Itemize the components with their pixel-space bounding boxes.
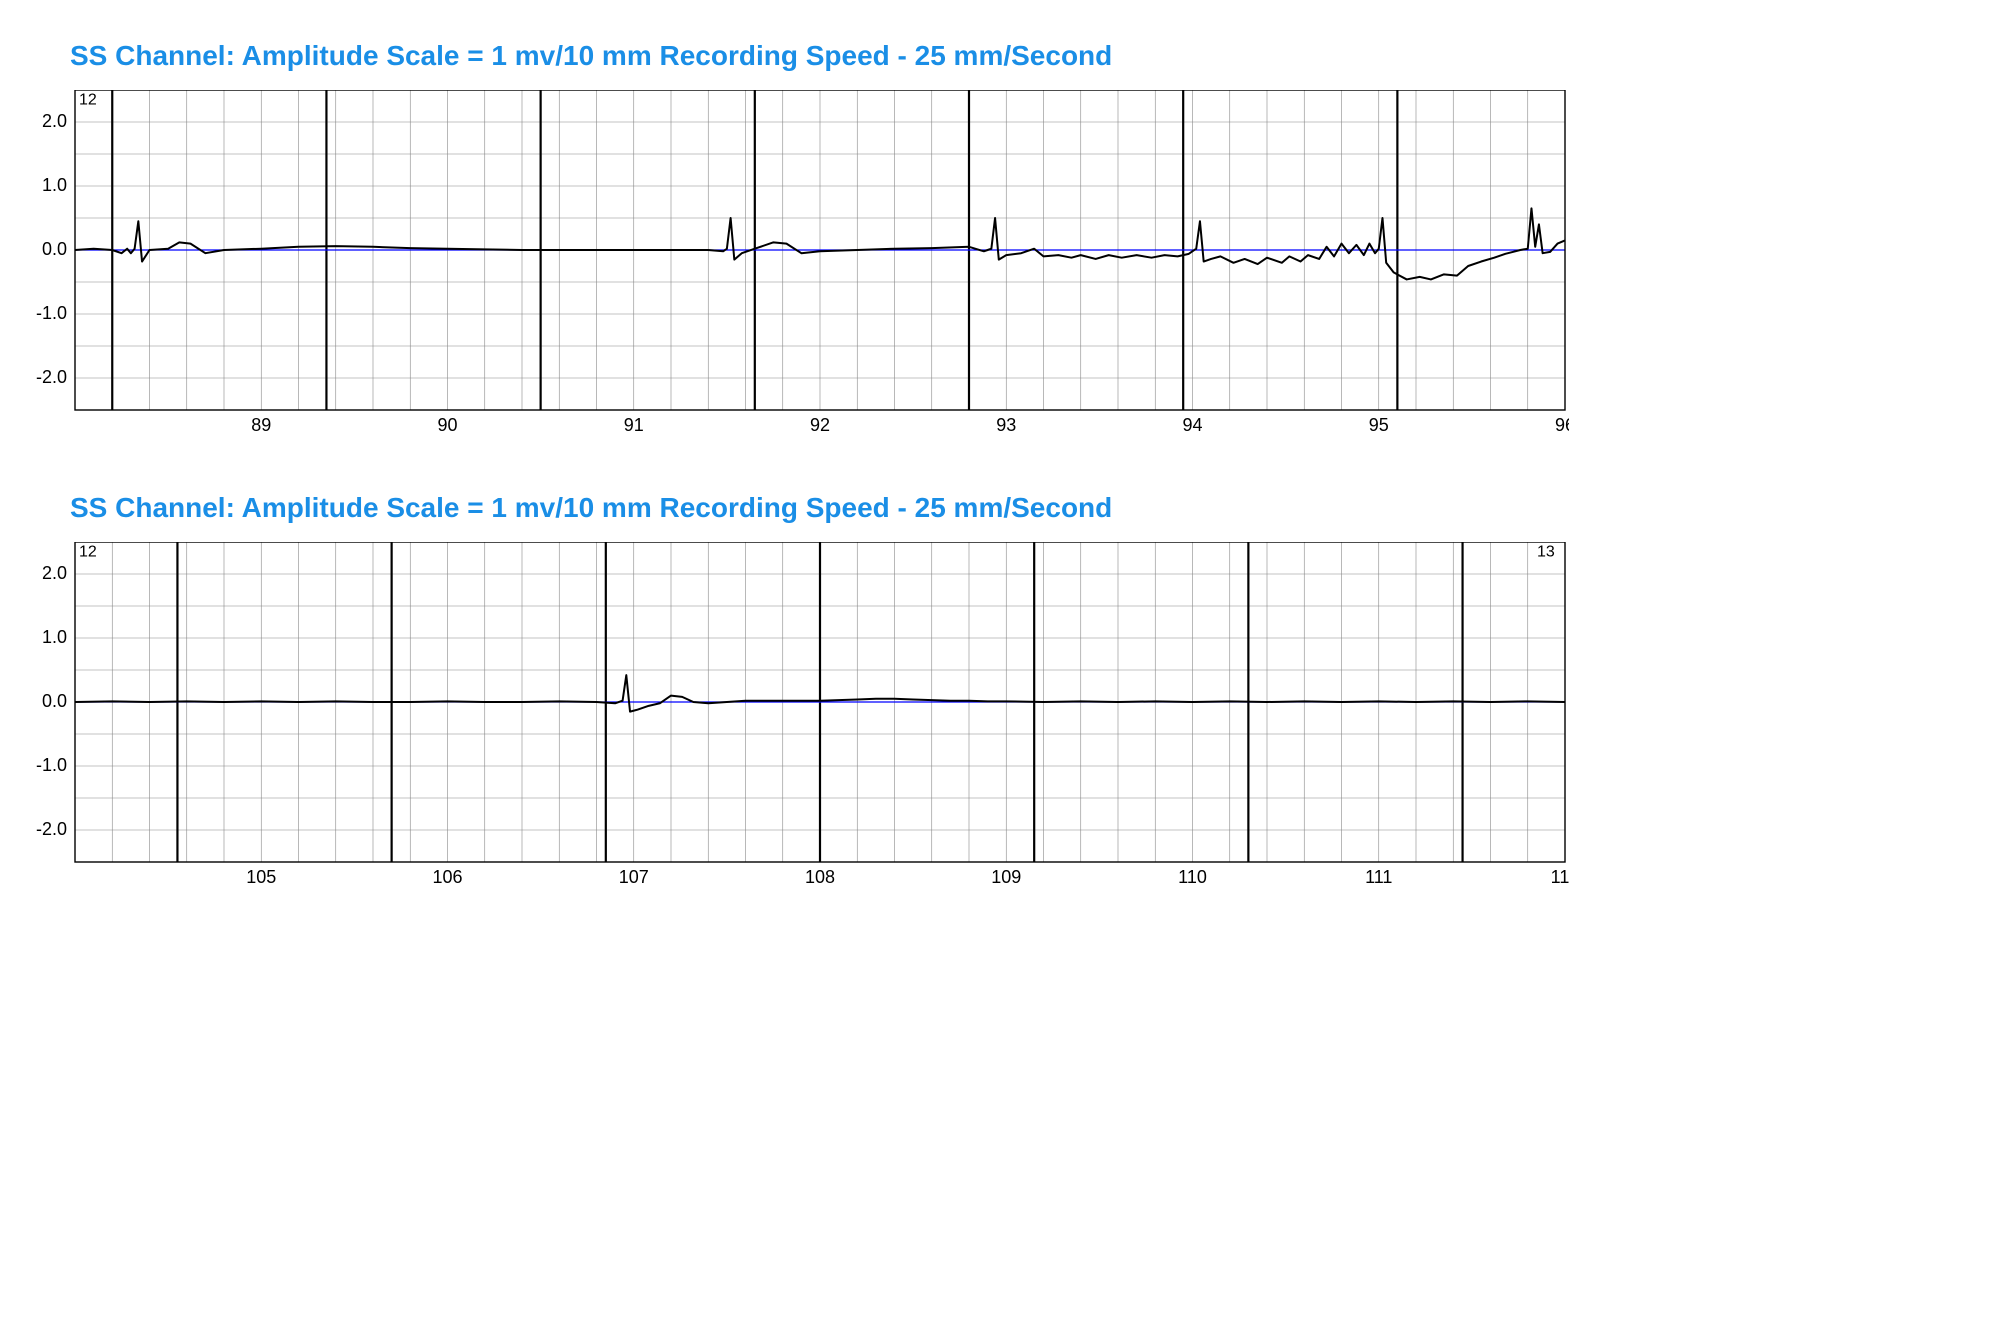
y-tick-label: 1.0: [42, 175, 67, 195]
chart-title: SS Channel: Amplitude Scale = 1 mv/10 mm…: [70, 492, 1970, 524]
x-tick-label: 105: [246, 867, 276, 887]
x-tick-label: 111: [1365, 867, 1392, 887]
x-tick-label: 94: [1182, 415, 1202, 435]
ecg-chart: 12 -2.0 -1.0 0.0 1.0 2.0 89 90 91 92 93 94 95 96: [30, 90, 1569, 442]
x-tick-label: 92: [810, 415, 830, 435]
x-tick-label: 91: [624, 415, 644, 435]
x-tick-label: 89: [251, 415, 271, 435]
x-tick-label: 112: [1551, 867, 1569, 887]
x-tick-label: 109: [991, 867, 1021, 887]
x-tick-label: 90: [437, 415, 457, 435]
chart-title: SS Channel: Amplitude Scale = 1 mv/10 mm…: [70, 40, 1970, 72]
y-tick-label: -2.0: [36, 819, 67, 839]
x-tick-label: 107: [619, 867, 649, 887]
y-tick-label: 2.0: [42, 563, 67, 583]
y-tick-label: -1.0: [36, 755, 67, 775]
x-tick-label: 106: [432, 867, 462, 887]
y-tick-label: 2.0: [42, 111, 67, 131]
x-tick-label: 96: [1555, 415, 1569, 435]
y-tick-label: 0.0: [42, 691, 67, 711]
x-tick-label: 108: [805, 867, 835, 887]
y-tick-label: 0.0: [42, 239, 67, 259]
ecg-chart: 12 13 -2.0 -1.0 0.0 1.0 2.0 105 106 107 108 109 110 1…: [30, 542, 1569, 894]
x-tick-label: 95: [1369, 415, 1389, 435]
y-tick-label: 1.0: [42, 627, 67, 647]
x-tick-label: 93: [996, 415, 1016, 435]
x-tick-label: 110: [1178, 867, 1207, 887]
corner-label-left: 12: [79, 543, 97, 560]
y-tick-label: -1.0: [36, 303, 67, 323]
corner-label-left: 12: [79, 91, 97, 108]
y-tick-label: -2.0: [36, 367, 67, 387]
corner-label-right: 13: [1537, 543, 1555, 560]
